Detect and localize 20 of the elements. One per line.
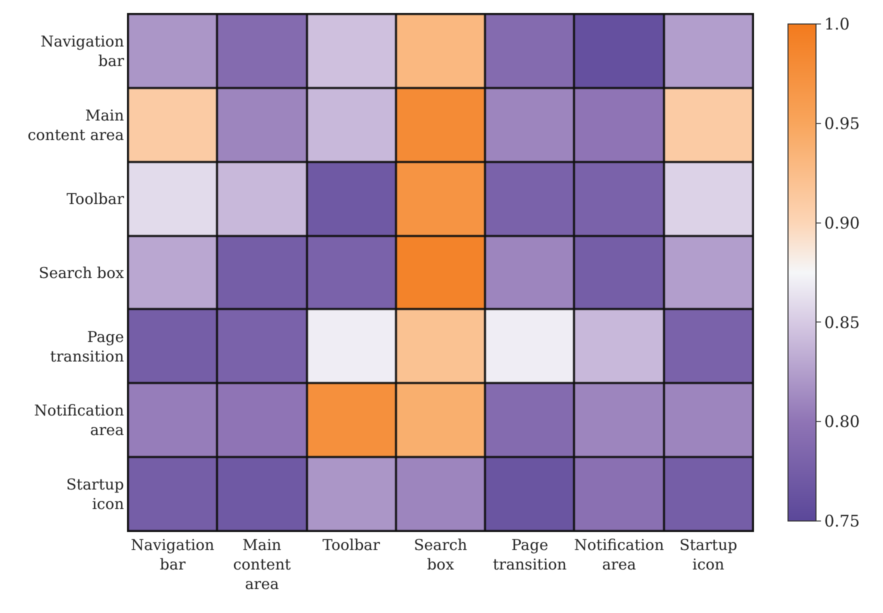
y-tick-label: Search box <box>38 264 125 282</box>
color-bar-label: 0.85 <box>824 312 860 332</box>
x-tick-label: Startup icon <box>680 536 738 574</box>
x-tick-label: Main content area <box>233 536 291 593</box>
color-bar-label: 0.95 <box>824 114 860 133</box>
x-tick-label: Search box <box>414 536 468 574</box>
y-tick-label: Navigation bar <box>40 32 125 70</box>
color-bar-label: 1.0 <box>824 14 850 34</box>
y-tick-label: Toolbar <box>66 190 125 208</box>
color-bar-label: 0.90 <box>824 213 860 232</box>
x-tick-label: Notification area <box>574 536 664 574</box>
y-tick-label: Notification area <box>34 402 124 440</box>
x-tick-label: Page transition <box>492 536 568 574</box>
y-tick-label: Page transition <box>50 328 124 366</box>
y-tick-label: Main content area <box>28 106 124 144</box>
x-tick-label: Navigation bar <box>130 536 215 574</box>
color-bar-label: 0.80 <box>824 412 860 432</box>
x-tick-label: Toolbar <box>322 536 381 554</box>
color-bar-label: 0.75 <box>824 512 860 531</box>
y-tick-label: Startup icon <box>66 476 124 514</box>
